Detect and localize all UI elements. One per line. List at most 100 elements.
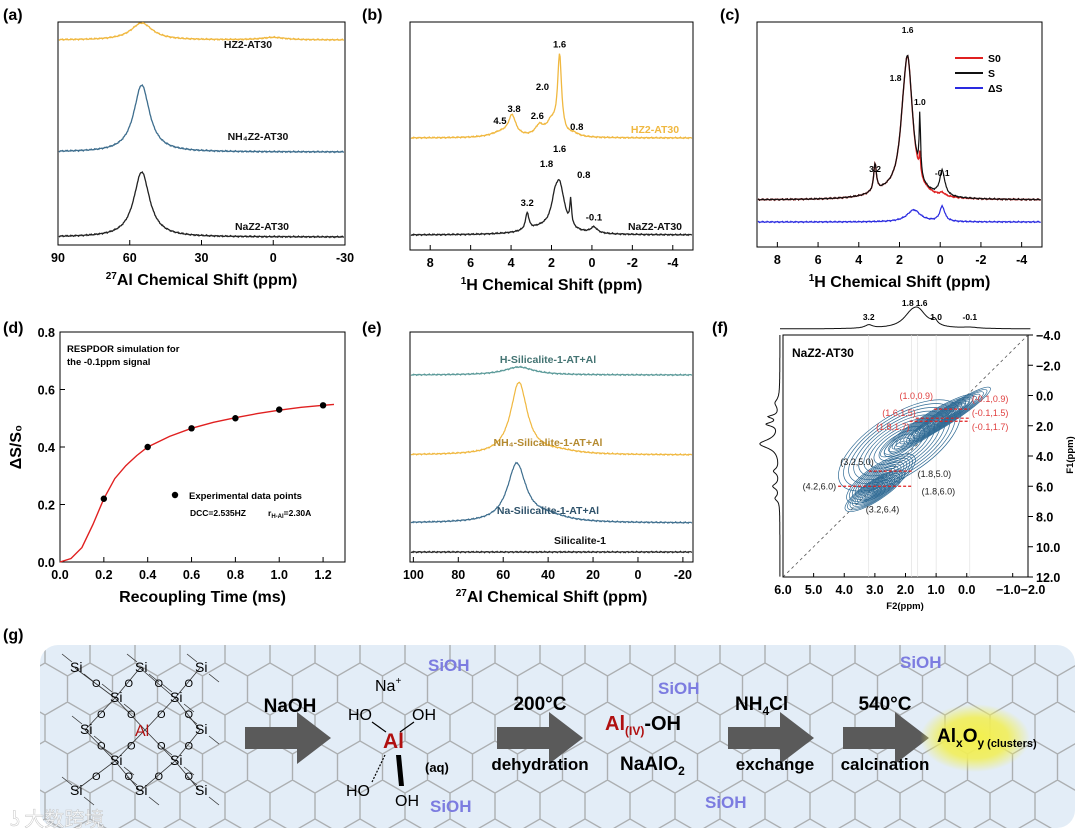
- step-calcination: calcination: [841, 755, 930, 774]
- x-tick-label: 8: [427, 256, 434, 270]
- x-axis-label-sup: 1: [809, 273, 815, 284]
- bond-line: [139, 760, 176, 792]
- silicon-atom: Si: [170, 752, 182, 768]
- oxygen-atom: O: [185, 741, 194, 753]
- bond-line: [114, 760, 141, 792]
- reagent-nh4cl: NH4Cl: [735, 694, 788, 718]
- cross-peak-label: (3.2,5.0): [840, 457, 874, 467]
- bond-stub: [61, 653, 73, 663]
- f1-projection: [759, 335, 781, 577]
- projection-peak-label: 1.0: [930, 312, 942, 322]
- bond-line: [114, 697, 146, 731]
- y-tick-label: 0.0: [38, 556, 55, 570]
- x-axis-label: 1H Chemical Shift (ppm): [809, 273, 991, 291]
- spectrum-Silicalite-1: [410, 550, 693, 554]
- reagent-naoh: NaOH: [264, 696, 317, 717]
- contour-map: [838, 386, 991, 512]
- series-label: NH₄Z2-AT30: [228, 131, 289, 143]
- spectrum-NH₄Z2-AT30: [58, 83, 344, 154]
- spectrum-H-Silicalite-1-AT+Al: [410, 365, 693, 377]
- oxygen-atom: O: [185, 678, 194, 690]
- contour-line: [916, 393, 981, 437]
- data-point: [144, 443, 151, 451]
- contour-line: [926, 400, 970, 430]
- x-axis-label-sup: 27: [106, 271, 118, 282]
- simulation-note-line2: the -0.1ppm signal: [67, 357, 150, 368]
- y-tick-label: −4.0: [1036, 329, 1061, 343]
- hydroxyl-label: OH: [395, 793, 419, 810]
- legend-marker-experimental: [171, 491, 179, 499]
- series-label: Na-Silicalite-1-AT+Al: [497, 505, 599, 517]
- x-tick-label: -2: [627, 256, 638, 270]
- spectrum-Na-Silicalite-1-AT+Al: [410, 461, 693, 525]
- bond-stub: [186, 715, 198, 725]
- x-tick-label: 3.0: [866, 583, 883, 597]
- bond-line: [174, 760, 201, 792]
- x-tick-label: 1.0: [271, 568, 288, 582]
- cross-peak-label: (1.8,5.0): [918, 469, 952, 479]
- peak-label: 1.0: [914, 97, 926, 107]
- silicon-atom: Si: [70, 659, 82, 675]
- panel-label-a: (a): [3, 7, 23, 24]
- bond-line: [174, 729, 201, 762]
- legend-panel-c: S0 S ΔS: [955, 53, 1003, 95]
- bond-stub: [186, 653, 198, 663]
- peak-label: 1.6: [553, 144, 566, 155]
- distance-value: rH-Al=2.30A: [268, 508, 311, 520]
- bond-line: [84, 729, 116, 762]
- oxygen-atom: O: [127, 709, 136, 721]
- projection-peak-label: 1.6: [916, 298, 928, 308]
- peak-label: 3.2: [869, 164, 881, 174]
- hydroxyl-label: HO: [346, 783, 370, 800]
- sodium-ion: Na+: [375, 676, 401, 695]
- data-point: [232, 415, 239, 422]
- y-tick-label: 0.2: [38, 499, 55, 513]
- bond-stub: [101, 746, 113, 756]
- oxygen-atom: O: [92, 771, 101, 783]
- aluminum-atom: Al: [135, 723, 149, 740]
- y-tick-label: 10.0: [1036, 541, 1060, 555]
- y-tick-label: 4.0: [1036, 450, 1053, 464]
- f2-axis-label: F2(ppm): [886, 601, 923, 612]
- bond-stub: [71, 715, 83, 725]
- temperature-540c: 540°C: [858, 694, 911, 715]
- bond-stub: [183, 703, 195, 713]
- panel-label-e: (e): [362, 320, 382, 337]
- contour-line: [857, 478, 893, 504]
- peak-label: 2.0: [536, 82, 549, 93]
- bond-stub: [161, 746, 173, 756]
- silanol-label: SiOH: [900, 653, 942, 672]
- contour-line: [937, 407, 960, 423]
- bond-line: [174, 667, 201, 699]
- bond-line: [74, 760, 116, 792]
- y-tick-label: −2.0: [1036, 359, 1061, 373]
- cross-peak-label: (-0.1,1.5): [972, 408, 1009, 418]
- x-tick-label: 2: [896, 253, 903, 267]
- panel-label-d: (d): [3, 320, 23, 337]
- contour-line: [905, 386, 991, 444]
- oxygen-atom: O: [125, 678, 134, 690]
- cross-peak-label: (1.8,1.7): [876, 422, 910, 432]
- panel-label-b: (b): [362, 7, 382, 24]
- x-tick-label: 2.0: [897, 583, 914, 597]
- spectrum-NaZ2-AT30: [410, 178, 693, 237]
- heatmap-title: NaZ2-AT30: [792, 346, 854, 360]
- y-tick-label: 0.0: [1036, 390, 1053, 404]
- x-axis-label-text: Al Chemical Shift (ppm): [467, 589, 647, 606]
- contour-line: [864, 483, 886, 499]
- peak-label: -0.1: [935, 168, 950, 178]
- contour-line: [847, 471, 903, 511]
- y-tick-label: 6.0: [1036, 480, 1053, 494]
- oxygen-atom: O: [92, 678, 101, 690]
- x-tick-label: 4.0: [836, 583, 853, 597]
- peak-label: 3.2: [521, 198, 534, 209]
- bond-stub: [183, 766, 195, 776]
- x-tick-label: 6: [467, 256, 474, 270]
- silanol-label: SiOH: [428, 656, 470, 675]
- x-tick-label: 0.4: [139, 568, 156, 582]
- step-dehydration: dehydration: [491, 755, 588, 774]
- contour-line: [852, 474, 898, 507]
- silanol-label: SiOH: [430, 797, 472, 816]
- x-tick-label: -4: [1016, 253, 1027, 267]
